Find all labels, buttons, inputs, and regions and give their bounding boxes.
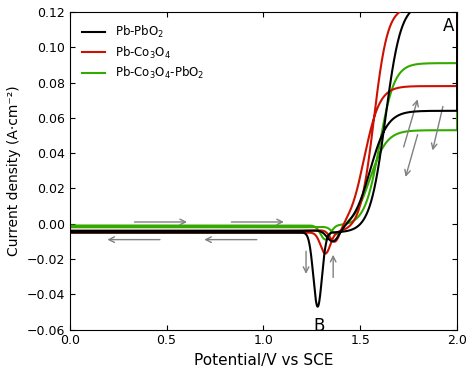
X-axis label: Potential/V vs SCE: Potential/V vs SCE <box>194 353 333 368</box>
Text: B: B <box>313 317 324 335</box>
Y-axis label: Current density (A·cm⁻²): Current density (A·cm⁻²) <box>7 86 21 256</box>
Text: A: A <box>443 17 454 35</box>
Legend: Pb-PbO$_2$, Pb-Co$_3$O$_4$, Pb-Co$_3$O$_4$-PbO$_2$: Pb-PbO$_2$, Pb-Co$_3$O$_4$, Pb-Co$_3$O$_… <box>76 18 210 87</box>
